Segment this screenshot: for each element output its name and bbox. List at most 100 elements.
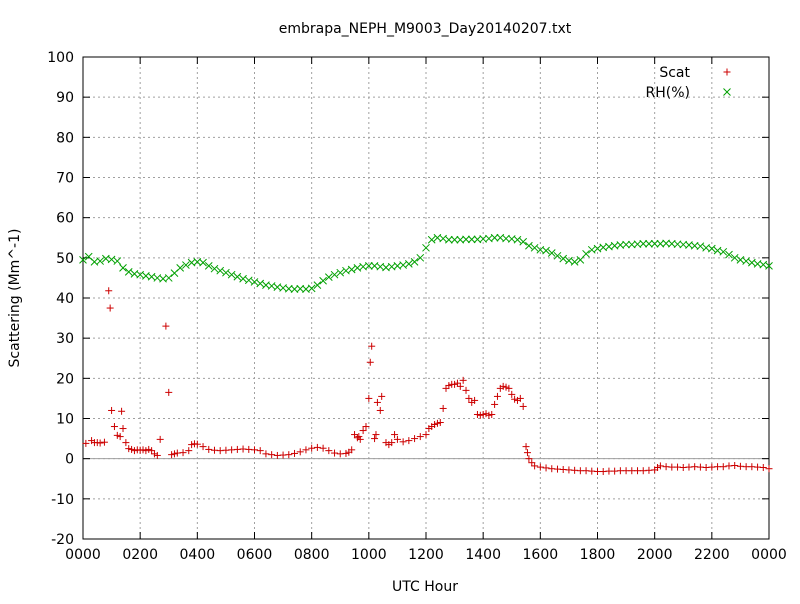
data-point — [622, 240, 630, 249]
data-point — [250, 278, 259, 286]
data-point — [427, 235, 436, 244]
data-point — [536, 463, 544, 471]
data-point — [125, 445, 133, 453]
data-point — [559, 254, 568, 263]
data-point — [422, 243, 430, 252]
data-point — [453, 379, 461, 387]
data-point — [459, 376, 467, 384]
data-point — [405, 437, 413, 445]
data-point — [168, 451, 176, 459]
data-point — [302, 446, 310, 454]
x-tick-label: 0600 — [237, 547, 273, 563]
data-point — [364, 262, 373, 270]
data-point — [347, 265, 356, 274]
data-point — [193, 440, 201, 448]
data-point — [525, 241, 533, 250]
data-point — [96, 439, 104, 447]
data-point — [462, 386, 470, 394]
x-tick-label: 0000 — [65, 547, 101, 563]
data-point — [656, 462, 664, 470]
data-point — [251, 446, 258, 454]
x-tick-label: 0800 — [294, 547, 330, 563]
data-point — [719, 247, 728, 256]
data-point — [431, 421, 439, 429]
data-point — [124, 268, 133, 276]
data-point — [116, 433, 124, 441]
data-point — [313, 281, 322, 290]
data-marks — [79, 233, 773, 476]
data-point — [336, 268, 345, 277]
data-point — [725, 250, 733, 259]
data-point — [179, 449, 187, 457]
data-point — [436, 419, 444, 427]
data-point — [476, 411, 484, 419]
data-point — [108, 406, 116, 414]
data-point — [582, 249, 590, 258]
data-point — [145, 445, 153, 453]
data-point — [368, 342, 376, 350]
y-tick-label: -20 — [51, 532, 74, 548]
data-point — [519, 237, 528, 246]
data-point — [119, 264, 127, 272]
data-point — [511, 395, 519, 403]
y-tick-label: 100 — [47, 50, 74, 66]
data-point — [170, 450, 178, 458]
data-point — [371, 435, 379, 443]
data-point — [365, 394, 373, 402]
data-point — [433, 419, 441, 427]
data-point — [216, 266, 225, 275]
y-tick-label: 50 — [56, 251, 74, 267]
y-tick-label: -10 — [51, 492, 74, 508]
data-point — [759, 464, 767, 472]
x-tick-label: 2200 — [694, 547, 730, 563]
grid-lines — [83, 57, 769, 539]
data-point — [366, 358, 374, 366]
data-point — [528, 459, 536, 467]
data-point — [467, 235, 476, 244]
x-tick-label: 1600 — [523, 547, 559, 563]
data-point — [119, 425, 127, 433]
y-tick-label: 10 — [56, 412, 74, 428]
data-point — [391, 431, 399, 439]
data-point — [313, 443, 321, 451]
data-point — [650, 239, 659, 248]
series-rh — [79, 233, 773, 294]
data-point — [505, 384, 513, 392]
data-point — [388, 439, 396, 447]
data-point — [182, 261, 190, 269]
y-tick-label: 90 — [56, 90, 74, 106]
data-point — [465, 394, 473, 402]
data-point — [359, 427, 367, 435]
data-point — [256, 447, 264, 455]
data-point — [362, 423, 370, 431]
data-point — [100, 438, 108, 446]
data-point — [331, 449, 339, 457]
data-point — [296, 448, 304, 456]
data-point — [410, 257, 419, 266]
data-point — [765, 465, 773, 473]
data-point — [422, 431, 430, 439]
data-point — [164, 274, 173, 282]
data-point — [356, 435, 364, 443]
data-point — [353, 434, 361, 442]
data-point — [239, 274, 247, 283]
data-point — [233, 272, 242, 281]
data-point — [479, 410, 487, 418]
data-point — [765, 262, 773, 270]
data-point — [82, 439, 90, 447]
data-point — [490, 233, 499, 242]
data-point — [107, 255, 116, 264]
data-point — [485, 411, 493, 419]
data-point — [576, 255, 585, 264]
data-point — [404, 260, 413, 268]
data-point — [210, 264, 219, 273]
data-point — [268, 451, 276, 459]
plot-border — [82, 56, 770, 540]
data-point — [373, 398, 381, 406]
data-point — [742, 257, 750, 265]
data-point — [324, 273, 333, 281]
data-point — [222, 268, 230, 277]
data-point — [325, 447, 333, 455]
data-point — [244, 276, 253, 285]
